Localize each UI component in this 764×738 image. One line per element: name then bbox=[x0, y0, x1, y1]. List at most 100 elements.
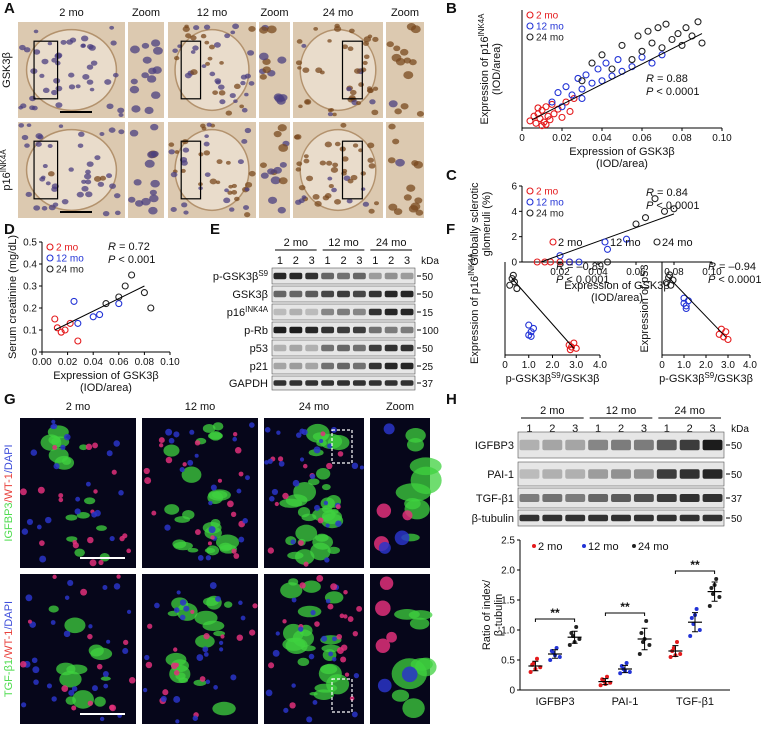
legend-label: 24 mo bbox=[638, 541, 669, 553]
point bbox=[648, 59, 656, 67]
wt1-nucleus bbox=[170, 662, 178, 670]
row-label: IGFBP3/WT-1/DAPI bbox=[3, 444, 15, 541]
stained-cell bbox=[298, 104, 303, 109]
row-label: p53 bbox=[250, 343, 268, 355]
green-signal bbox=[94, 696, 106, 707]
y-axis-label: β-tubulin bbox=[493, 594, 505, 636]
nucleus bbox=[168, 149, 175, 155]
nucleus bbox=[20, 103, 27, 109]
band bbox=[273, 344, 287, 352]
row-label: IGFBP3 bbox=[475, 440, 514, 452]
nucleus bbox=[109, 25, 115, 30]
nucleus bbox=[33, 29, 39, 34]
point bbox=[535, 656, 539, 661]
stained-cell bbox=[322, 195, 330, 201]
stained-cell bbox=[207, 56, 213, 61]
nucleus bbox=[214, 78, 222, 84]
point bbox=[70, 297, 78, 305]
nucleus bbox=[90, 60, 98, 66]
text-part: p16 bbox=[1, 172, 13, 190]
dapi-nucleus bbox=[71, 686, 78, 692]
band bbox=[400, 272, 414, 280]
dapi-nucleus bbox=[74, 508, 81, 515]
legend-marker bbox=[601, 238, 609, 246]
nucleus bbox=[243, 205, 250, 210]
dapi-nucleus bbox=[168, 437, 175, 444]
dapi-nucleus bbox=[351, 462, 359, 470]
legend-marker bbox=[46, 243, 54, 251]
stained-cell bbox=[388, 123, 396, 130]
green-signal bbox=[172, 539, 187, 549]
wt1-nucleus bbox=[39, 540, 45, 546]
column-header: Zoom bbox=[132, 7, 160, 19]
point bbox=[603, 245, 612, 253]
green-signal bbox=[187, 548, 199, 553]
band bbox=[588, 494, 609, 502]
panel-letter: F bbox=[446, 221, 455, 238]
nucleus bbox=[267, 168, 275, 175]
wt1-nucleus bbox=[80, 588, 88, 596]
dapi-nucleus bbox=[21, 528, 29, 535]
lane-label: 3 bbox=[641, 423, 647, 435]
stained-cell bbox=[347, 178, 354, 184]
nucleus bbox=[192, 45, 199, 51]
stained-cell bbox=[295, 167, 302, 172]
text-part: R bbox=[646, 187, 654, 199]
wt1-nucleus bbox=[109, 704, 115, 711]
green-signal bbox=[72, 690, 94, 709]
nucleus bbox=[170, 207, 177, 213]
stained-cell bbox=[350, 174, 358, 181]
stained-cell bbox=[259, 162, 267, 168]
micrograph bbox=[293, 22, 383, 118]
nucleus bbox=[327, 176, 333, 181]
stained-cell bbox=[387, 157, 396, 164]
dapi-nucleus bbox=[106, 450, 113, 457]
dapi-nucleus bbox=[249, 422, 255, 428]
point bbox=[724, 335, 732, 344]
zoom-box bbox=[180, 140, 202, 200]
stained-cell bbox=[330, 167, 339, 173]
nucleus bbox=[106, 173, 113, 179]
band bbox=[352, 344, 366, 352]
point bbox=[577, 637, 582, 641]
text-part: S9 bbox=[551, 371, 561, 380]
stained-cell bbox=[212, 90, 219, 95]
dapi-nucleus bbox=[187, 459, 194, 466]
wt1-nucleus bbox=[210, 535, 215, 540]
y-axis-label: Globally sclerotic bbox=[469, 182, 481, 266]
stained-cell bbox=[244, 181, 253, 188]
stained-cell bbox=[278, 177, 288, 185]
band bbox=[565, 469, 586, 479]
dapi-nucleus bbox=[63, 630, 71, 638]
dapi-nucleus bbox=[103, 683, 109, 689]
marker-label: 50 bbox=[731, 470, 743, 481]
dapi-nucleus bbox=[296, 432, 302, 438]
point bbox=[566, 107, 574, 116]
band bbox=[400, 290, 414, 298]
nucleus bbox=[61, 198, 69, 205]
wt1-nucleus bbox=[194, 529, 201, 535]
wt1-nucleus bbox=[126, 548, 132, 554]
nucleus bbox=[104, 79, 112, 85]
text-part: PAI-1 bbox=[487, 469, 514, 481]
legend-marker bbox=[46, 254, 54, 262]
band bbox=[289, 326, 303, 334]
nucleus bbox=[114, 210, 121, 216]
nucleus bbox=[153, 46, 163, 55]
nucleus bbox=[209, 71, 216, 77]
significance-bracket bbox=[604, 612, 646, 616]
band bbox=[273, 362, 287, 370]
band bbox=[384, 308, 398, 316]
wt1-nucleus bbox=[85, 443, 93, 451]
dapi-nucleus bbox=[60, 444, 66, 450]
nucleus bbox=[80, 35, 89, 42]
green-signal bbox=[309, 692, 318, 696]
text-part: Expression of p53 bbox=[639, 264, 651, 352]
point bbox=[509, 271, 517, 279]
nucleus bbox=[78, 131, 85, 137]
green-signal bbox=[308, 478, 320, 486]
dapi-nucleus bbox=[219, 647, 224, 652]
micrograph bbox=[18, 122, 125, 218]
stained-cell bbox=[209, 178, 217, 185]
